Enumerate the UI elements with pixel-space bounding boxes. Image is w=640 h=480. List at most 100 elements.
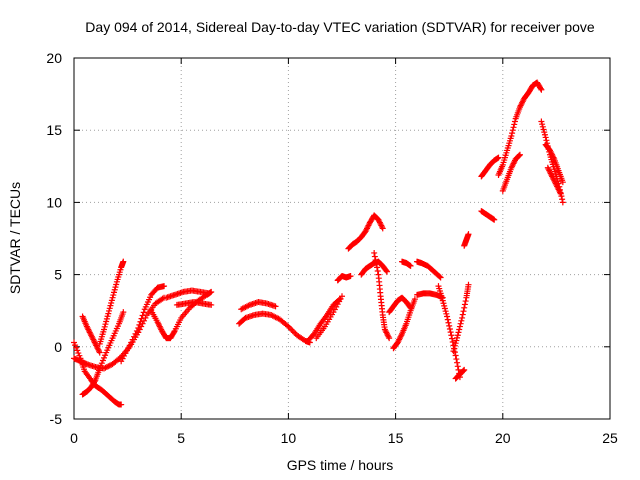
x-tick-label: 15	[388, 430, 404, 446]
data-point	[384, 268, 391, 275]
data-point	[374, 264, 381, 271]
data-point	[101, 323, 108, 330]
data-point	[374, 267, 381, 274]
data-point	[383, 267, 390, 274]
data-point	[133, 327, 140, 334]
data-point	[508, 132, 515, 139]
data-point	[139, 312, 146, 319]
data-point	[516, 151, 523, 158]
series-track-6	[118, 283, 168, 365]
data-point	[71, 339, 77, 346]
tick-layer	[73, 57, 611, 420]
data-point	[444, 316, 451, 323]
data-point	[516, 152, 523, 159]
data-point	[459, 314, 466, 321]
series-track-5	[71, 294, 168, 372]
data-point	[541, 129, 548, 136]
data-point	[446, 325, 453, 332]
data-point	[465, 231, 472, 238]
data-point	[451, 345, 458, 352]
y-axis-label: SDTVAR / TECUs	[7, 182, 23, 294]
data-point	[140, 309, 147, 316]
data-point	[511, 118, 518, 125]
series-track-32	[542, 141, 566, 186]
data-point	[112, 284, 119, 291]
data-point	[101, 326, 108, 333]
data-point	[453, 337, 460, 344]
data-point	[103, 315, 110, 322]
data-point	[495, 154, 502, 161]
data-point	[76, 352, 83, 359]
data-point	[491, 216, 498, 223]
data-point	[111, 286, 118, 293]
data-point	[559, 179, 566, 186]
data-point	[511, 121, 518, 128]
data-point	[339, 293, 345, 300]
data-point	[509, 127, 516, 134]
grid-layer	[74, 58, 610, 419]
data-point	[509, 130, 516, 137]
data-point	[454, 359, 461, 366]
data-point	[460, 367, 467, 374]
series-track-25	[452, 366, 468, 382]
data-point	[110, 292, 117, 299]
data-point	[454, 332, 461, 339]
data-point	[109, 294, 116, 301]
series-track-19	[390, 296, 418, 352]
data-point	[538, 86, 545, 93]
data-point	[538, 118, 545, 125]
y-tick-label: 5	[54, 267, 62, 283]
data-point	[103, 318, 110, 325]
data-point	[448, 332, 455, 339]
data-point	[208, 301, 215, 308]
data-point	[541, 131, 548, 138]
series-track-14	[334, 273, 354, 284]
series-track-30	[499, 151, 523, 194]
data-point	[137, 318, 144, 325]
data-point	[449, 338, 456, 345]
data-point	[75, 350, 82, 357]
series-track-13	[313, 293, 345, 342]
data-point	[411, 296, 418, 303]
data-point	[105, 310, 112, 317]
data-point	[454, 334, 461, 341]
data-point	[559, 199, 566, 206]
data-point	[136, 321, 143, 328]
series-track-11	[238, 299, 279, 313]
data-point	[101, 354, 108, 361]
data-point	[457, 320, 464, 327]
data-point	[91, 378, 98, 385]
data-point	[106, 307, 113, 314]
series-track-28	[478, 208, 498, 223]
series-track-27	[478, 154, 502, 180]
data-point	[108, 297, 115, 304]
x-tick-label: 5	[177, 430, 185, 446]
x-tick-label: 10	[281, 430, 297, 446]
data-point	[456, 326, 463, 333]
data-point	[288, 326, 295, 333]
data-point	[437, 274, 444, 281]
data-point	[289, 327, 296, 334]
data-point	[450, 348, 457, 355]
data-point	[132, 330, 139, 337]
data-point	[108, 299, 115, 306]
data-point	[347, 273, 354, 280]
y-tick-label: 15	[46, 122, 62, 138]
data-point	[537, 85, 544, 92]
data-point	[452, 352, 459, 359]
data-point	[118, 401, 125, 408]
data-point	[111, 289, 118, 296]
series-track-21	[414, 258, 444, 281]
data-point	[449, 335, 456, 342]
data-point	[456, 323, 463, 330]
data-point	[543, 137, 550, 144]
data-point	[451, 349, 458, 356]
data-point	[461, 304, 468, 311]
data-point	[460, 308, 467, 315]
data-point	[99, 357, 106, 364]
data-point	[455, 329, 462, 336]
data-point	[452, 340, 459, 347]
series-track-26	[461, 231, 472, 249]
series-track-17	[371, 249, 393, 342]
x-tick-label: 20	[495, 430, 511, 446]
